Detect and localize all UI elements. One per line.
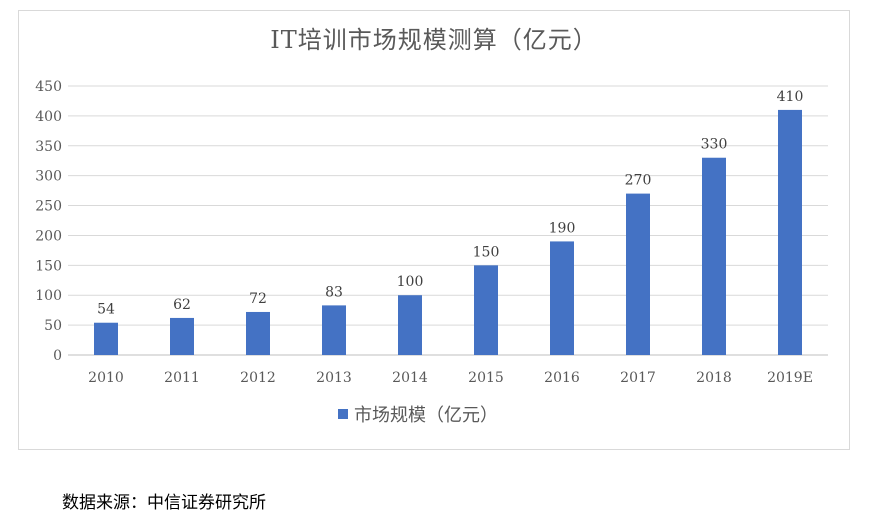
x-tick-label: 2010 (88, 370, 124, 386)
bar (170, 317, 194, 355)
x-tick-label: 2017 (620, 370, 656, 386)
y-tick-label: 50 (44, 318, 62, 334)
data-label: 330 (701, 137, 728, 153)
x-tick-label: 2016 (544, 370, 580, 386)
x-tick-label: 2013 (316, 370, 352, 386)
x-tick-label: 2018 (696, 370, 732, 386)
data-label: 62 (173, 297, 191, 313)
bar (550, 241, 574, 355)
x-tick-label: 2015 (468, 370, 504, 386)
legend-swatch (338, 409, 348, 419)
bar (94, 322, 118, 355)
bar (702, 157, 726, 355)
y-tick-label: 100 (35, 288, 62, 304)
y-tick-label: 250 (35, 199, 62, 215)
data-label: 100 (397, 274, 424, 290)
x-tick-label: 2019E (767, 370, 813, 386)
y-tick-label: 450 (35, 79, 62, 95)
bar (398, 295, 422, 355)
data-label: 54 (97, 302, 115, 318)
bar (778, 109, 802, 356)
bar (474, 265, 498, 355)
x-tick-label: 2012 (240, 370, 276, 386)
data-label: 72 (249, 291, 267, 307)
y-tick-label: 300 (35, 169, 62, 185)
data-label: 150 (473, 244, 500, 260)
y-tick-label: 400 (35, 109, 62, 125)
y-tick-label: 200 (35, 228, 62, 244)
bar (246, 311, 270, 355)
data-label: 83 (325, 284, 343, 300)
y-tick-label: 150 (35, 258, 62, 274)
data-label: 190 (549, 220, 576, 236)
x-tick-label: 2011 (164, 370, 200, 386)
y-tick-label: 0 (53, 348, 62, 364)
legend-label: 市场规模（亿元） (354, 405, 498, 426)
source-note: 数据来源：中信证券研究所 (62, 493, 266, 513)
x-tick-label: 2014 (392, 370, 428, 386)
data-label: 270 (625, 173, 652, 189)
bar (322, 305, 346, 355)
data-label: 410 (777, 89, 804, 105)
y-tick-label: 350 (35, 139, 62, 155)
bar (626, 193, 650, 355)
chart-title: IT培训市场规模测算（亿元） (270, 26, 598, 54)
